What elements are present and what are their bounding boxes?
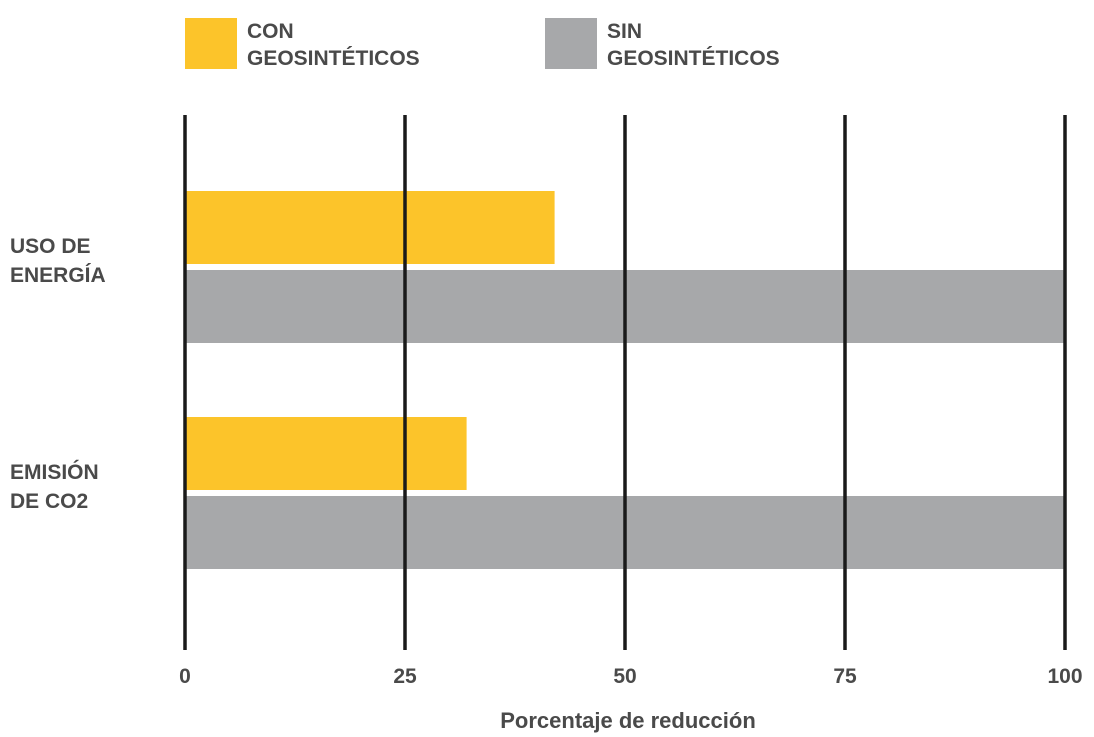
legend-swatch: [545, 18, 597, 69]
legend-label: CON GEOSINTÉTICOS: [247, 20, 420, 70]
x-tick-label: 50: [613, 665, 636, 688]
x-tick-labels: 0 25 50 75 100: [179, 665, 1082, 688]
category-label: EMISIÓN DE CO2: [10, 460, 99, 513]
bar: [185, 191, 555, 264]
x-tick-label: 25: [393, 665, 417, 688]
x-tick-label: 0: [179, 665, 191, 688]
gridlines: [183, 115, 1067, 650]
x-tick-label: 75: [833, 665, 857, 688]
x-axis-label: Porcentaje de reducción: [500, 708, 756, 733]
legend: CON GEOSINTÉTICOS SIN GEOSINTÉTICOS: [185, 18, 780, 70]
legend-swatch: [185, 18, 237, 69]
category-labels: USO DE ENERGÍA EMISIÓN DE CO2: [10, 235, 106, 513]
category-label: USO DE ENERGÍA: [10, 235, 106, 287]
legend-label: SIN GEOSINTÉTICOS: [607, 20, 780, 70]
bar: [185, 417, 467, 490]
x-tick-label: 100: [1047, 665, 1082, 688]
